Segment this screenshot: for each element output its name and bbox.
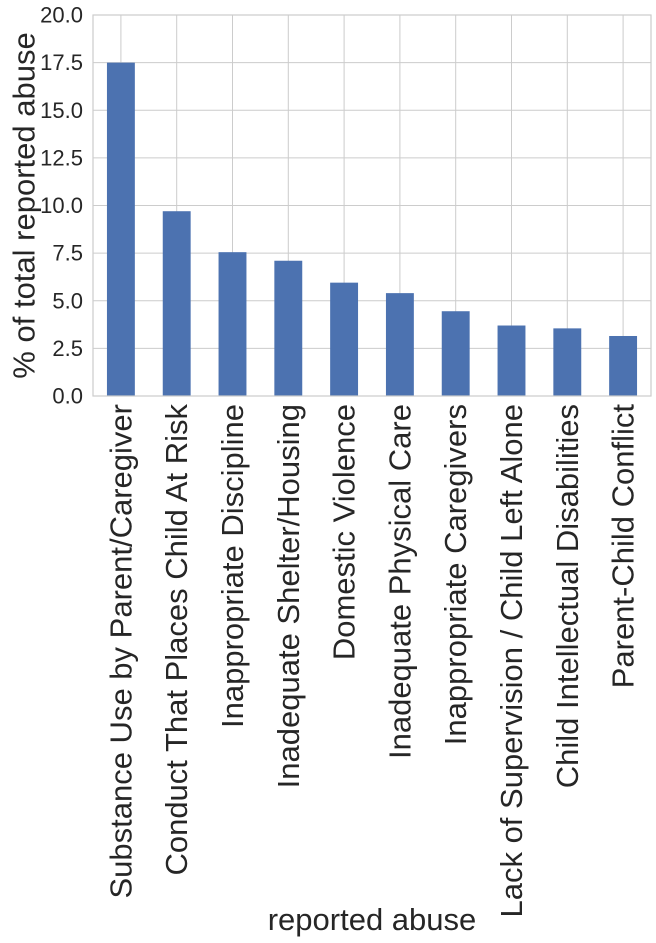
x-tick-label: Conduct That Places Child At Risk — [159, 404, 194, 876]
x-tick-label: Domestic Violence — [327, 404, 362, 660]
x-tick-label: Substance Use by Parent/Caregiver — [103, 404, 138, 899]
x-tick-label: Inappropriate Caregivers — [438, 404, 473, 745]
bar — [330, 282, 359, 396]
y-tick-label: 17.5 — [40, 50, 83, 75]
y-tick-label: 12.5 — [40, 145, 83, 170]
x-tick-label: Parent-Child Conflict — [606, 404, 641, 689]
y-tick-label: 15.0 — [40, 98, 83, 123]
x-tick-label: Inappropriate Discipline — [215, 404, 250, 728]
bar — [553, 328, 582, 396]
bar — [497, 325, 526, 396]
bar — [441, 311, 470, 396]
bar — [609, 335, 638, 396]
x-tick-label: Child Intellectual Disabilities — [550, 404, 585, 788]
y-tick-label: 0.0 — [52, 384, 83, 409]
y-tick-label: 7.5 — [52, 241, 83, 266]
bar — [218, 252, 247, 396]
bar — [385, 293, 414, 396]
y-tick-label: 2.5 — [52, 336, 83, 361]
x-tick-label: Lack of Supervision / Child Left Alone — [494, 404, 529, 918]
bar — [162, 211, 191, 396]
y-axis-label: % of total reported abuse — [7, 32, 42, 378]
x-axis-label: reported abuse — [268, 902, 477, 937]
x-tick-label: Inadequate Physical Care — [382, 404, 417, 759]
bars — [106, 62, 638, 396]
y-tick-label: 5.0 — [52, 288, 83, 313]
bar — [106, 62, 135, 396]
y-tick-label: 20.0 — [40, 3, 83, 28]
bar — [274, 260, 303, 396]
x-tick-label: Inadequate Shelter/Housing — [271, 404, 306, 788]
x-tick-labels: Substance Use by Parent/Caregiver Conduct… — [103, 404, 640, 918]
plot-frame — [92, 14, 652, 397]
y-tick-labels: 0.0 2.5 5.0 7.5 10.0 12.5 15.0 17.5 20.0 — [40, 3, 83, 409]
y-tick-label: 10.0 — [40, 193, 83, 218]
